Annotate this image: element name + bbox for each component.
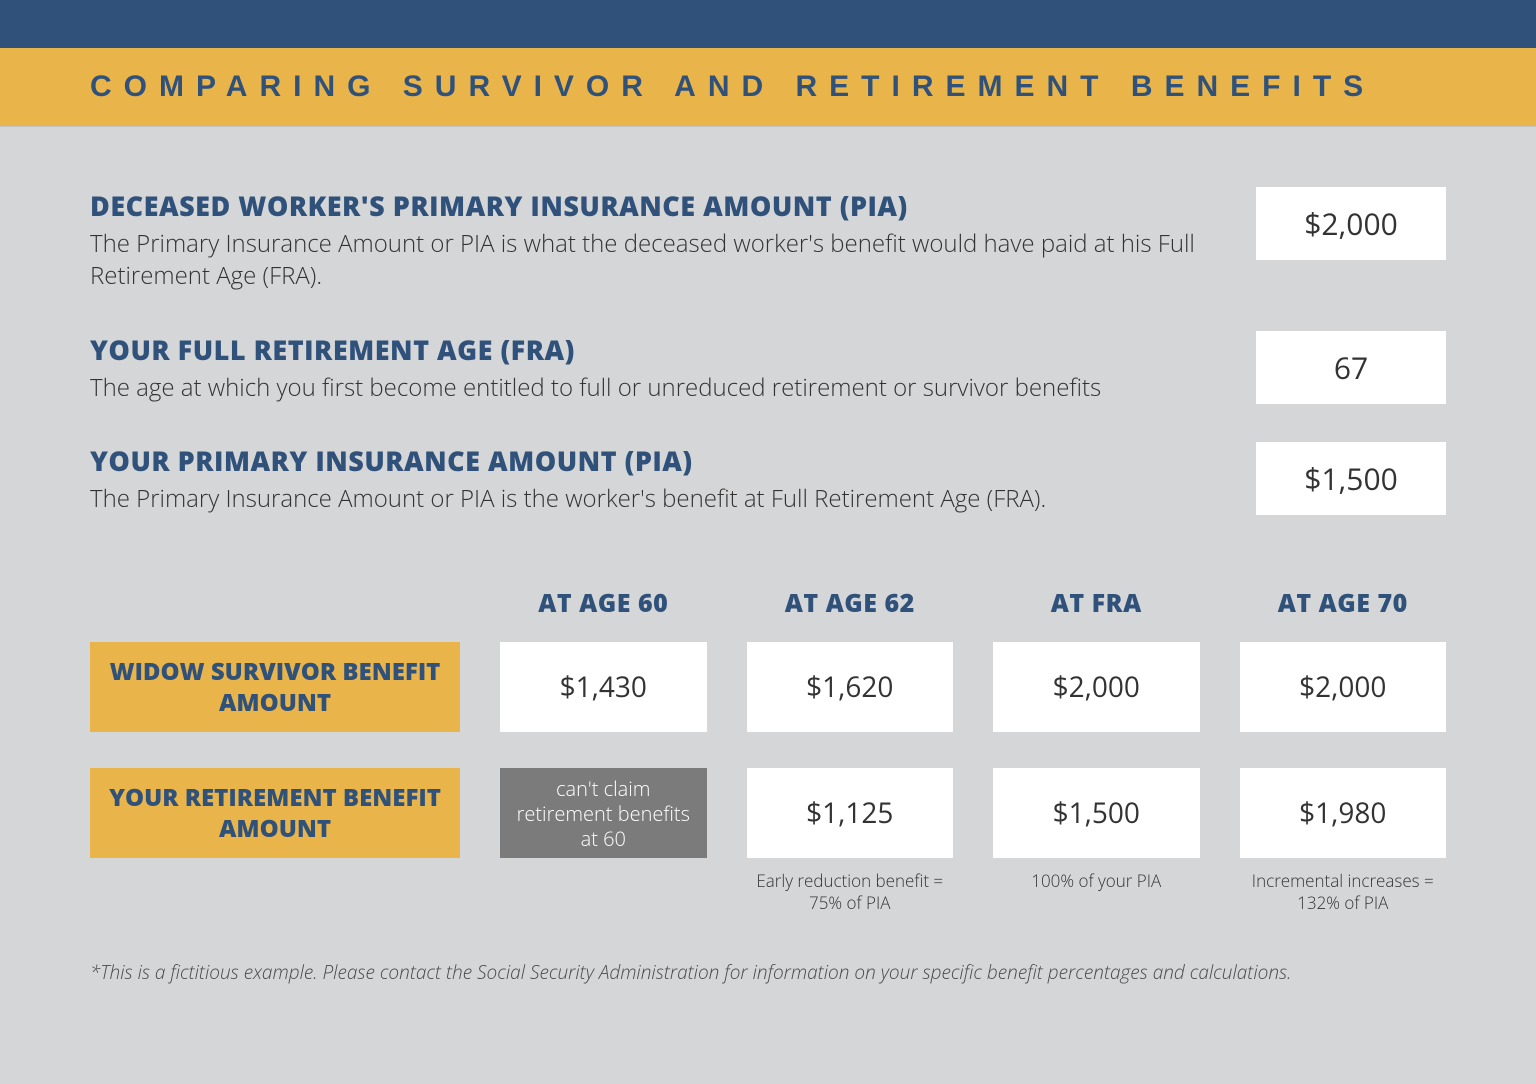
col-head-fra: AT FRA (993, 586, 1200, 620)
cell: $1,500 (993, 768, 1200, 858)
page-title: COMPARING SURVIVOR AND RETIREMENT BENEFI… (90, 70, 1446, 104)
top-stripe (0, 0, 1536, 48)
cell: $2,000 (993, 642, 1200, 732)
cell-disabled: can't claim retirement benefits at 60 (500, 768, 707, 858)
table-row-retirement: YOUR RETIREMENT BENEFIT AMOUNT can't cla… (90, 768, 1446, 858)
row-label: YOUR RETIREMENT BENEFIT AMOUNT (90, 768, 460, 858)
footnote: *This is a fictitious example. Please co… (90, 959, 1446, 985)
row-label: WIDOW SURVIVOR BENEFIT AMOUNT (90, 642, 460, 732)
note: 100% of your PIA (993, 870, 1200, 913)
info-label: YOUR PRIMARY INSURANCE AMOUNT (PIA) (90, 442, 1216, 479)
info-label: YOUR FULL RETIREMENT AGE (FRA) (90, 331, 1216, 368)
info-row-pia-deceased: DECEASED WORKER'S PRIMARY INSURANCE AMOU… (90, 187, 1446, 293)
benefit-table: AT AGE 60 AT AGE 62 AT FRA AT AGE 70 WID… (90, 586, 1446, 913)
info-text: YOUR PRIMARY INSURANCE AMOUNT (PIA) The … (90, 442, 1216, 515)
info-value: 67 (1256, 331, 1446, 404)
info-text: DECEASED WORKER'S PRIMARY INSURANCE AMOU… (90, 187, 1216, 293)
title-band: COMPARING SURVIVOR AND RETIREMENT BENEFI… (0, 48, 1536, 127)
info-desc: The Primary Insurance Amount or PIA is w… (90, 228, 1216, 293)
col-head-age62: AT AGE 62 (747, 586, 954, 620)
info-row-pia-yours: YOUR PRIMARY INSURANCE AMOUNT (PIA) The … (90, 442, 1446, 515)
cell: $1,980 (1240, 768, 1447, 858)
info-value: $1,500 (1256, 442, 1446, 515)
note: Early reduction benefit = 75% of PIA (747, 870, 954, 913)
info-row-fra: YOUR FULL RETIREMENT AGE (FRA) The age a… (90, 331, 1446, 404)
note (500, 870, 707, 913)
note-spacer (90, 870, 460, 913)
info-value: $2,000 (1256, 187, 1446, 260)
cell: $2,000 (1240, 642, 1447, 732)
col-head-age70: AT AGE 70 (1240, 586, 1447, 620)
note-row: Early reduction benefit = 75% of PIA 100… (90, 870, 1446, 913)
content-area: DECEASED WORKER'S PRIMARY INSURANCE AMOU… (0, 127, 1536, 985)
cell: $1,125 (747, 768, 954, 858)
table-header-spacer (90, 586, 460, 620)
cell: $1,430 (500, 642, 707, 732)
table-header-row: AT AGE 60 AT AGE 62 AT FRA AT AGE 70 (90, 586, 1446, 620)
info-text: YOUR FULL RETIREMENT AGE (FRA) The age a… (90, 331, 1216, 404)
cell: $1,620 (747, 642, 954, 732)
table-row-survivor: WIDOW SURVIVOR BENEFIT AMOUNT $1,430 $1,… (90, 642, 1446, 732)
col-head-age60: AT AGE 60 (500, 586, 707, 620)
info-desc: The Primary Insurance Amount or PIA is t… (90, 483, 1216, 515)
info-label: DECEASED WORKER'S PRIMARY INSURANCE AMOU… (90, 187, 1216, 224)
info-desc: The age at which you first become entitl… (90, 372, 1216, 404)
note: Incremental increases = 132% of PIA (1240, 870, 1447, 913)
